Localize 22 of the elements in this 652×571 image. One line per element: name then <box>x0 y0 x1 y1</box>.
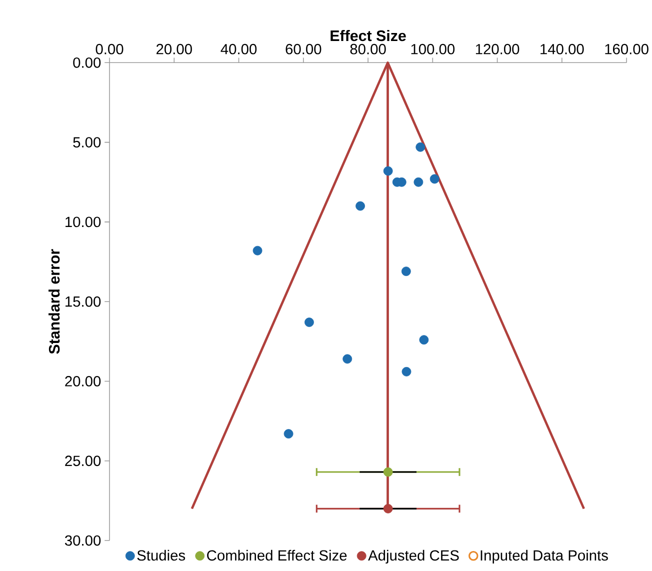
x-tick-label: 60.00 <box>286 44 322 54</box>
legend-label: Combined Effect Size <box>207 550 347 561</box>
x-tick-label: 160.00 <box>605 44 648 54</box>
x-tick-label: 40.00 <box>220 44 257 54</box>
y-axis-title: Standard error <box>48 249 60 354</box>
legend-label: Inputed Data Points <box>480 550 608 564</box>
x-tick-label: 20.00 <box>156 44 192 54</box>
x-tick-label: 120.00 <box>476 44 520 54</box>
y-tick-label: 30.00 <box>64 535 101 546</box>
y-tick-label: 25.00 <box>65 456 101 466</box>
y-tick-label: 0.00 <box>73 58 101 68</box>
x-axis-title: Effect Size <box>330 30 406 42</box>
y-tick-label: 20.00 <box>65 376 101 386</box>
x-tick-label: 80.00 <box>350 44 386 54</box>
y-tick-label: 10.00 <box>66 216 101 228</box>
x-tick-label: 0.00 <box>96 44 124 54</box>
legend-label: Adjusted CES <box>368 550 459 564</box>
x-tick-label: 100.00 <box>411 44 455 54</box>
y-tick-label: 15.00 <box>66 296 101 307</box>
y-tick-label: 5.00 <box>73 137 101 148</box>
x-tick-label: 140.00 <box>540 44 584 54</box>
legend-label: Studies <box>137 550 186 561</box>
